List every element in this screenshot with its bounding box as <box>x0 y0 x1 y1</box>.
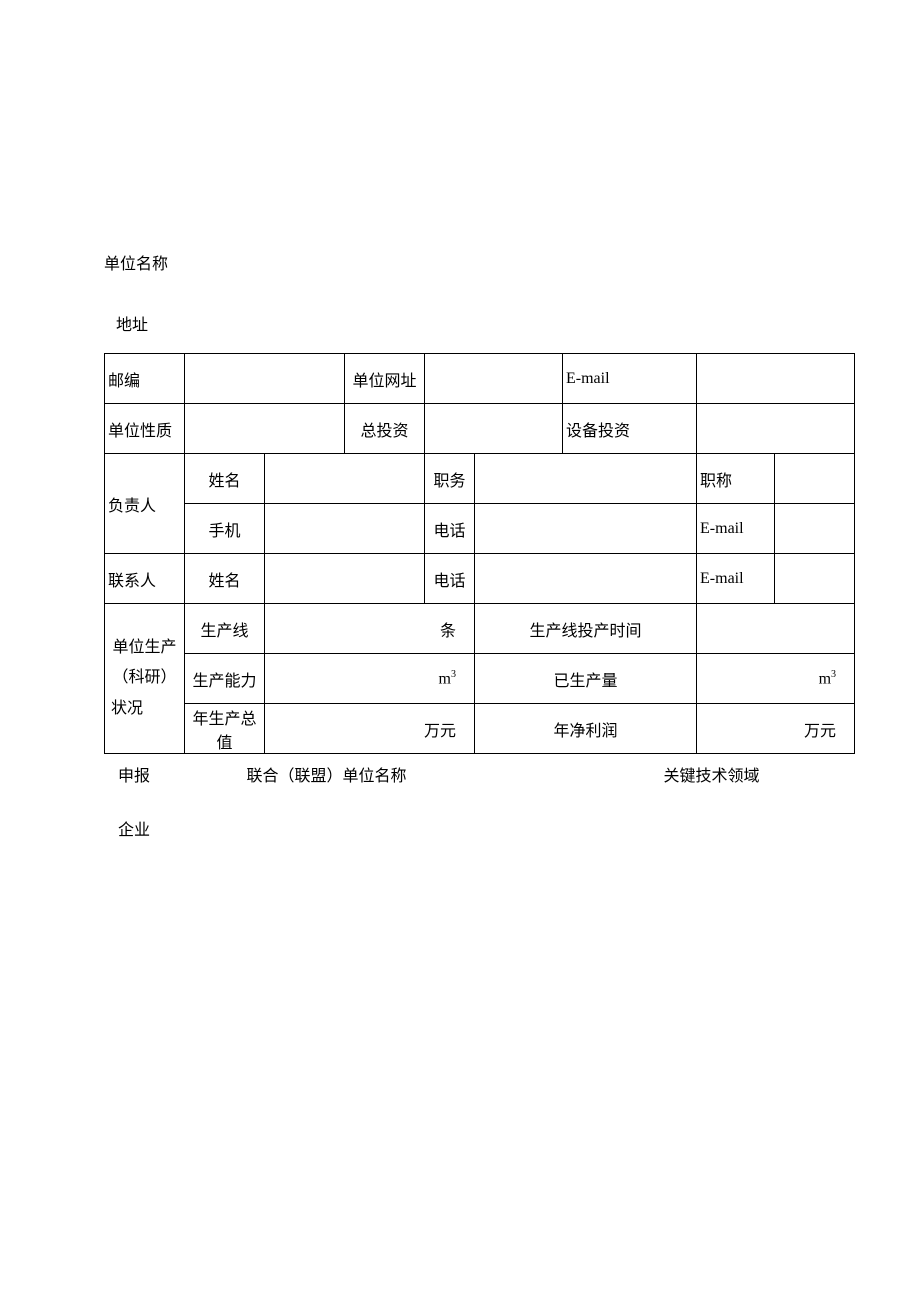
table-row: 联系人 姓名 电话 E-mail <box>105 554 855 604</box>
rp-phone-value <box>475 504 697 554</box>
unit-nature-value <box>185 404 345 454</box>
line-start-time-value <box>697 604 855 654</box>
rp-email-label: E-mail <box>697 504 775 554</box>
total-investment-label: 总投资 <box>345 404 425 454</box>
production-status-label: 单位生产 （科研） 状况 <box>105 604 185 754</box>
decl-l2: 企业 <box>118 816 184 840</box>
contact-person-label: 联系人 <box>105 554 185 604</box>
annual-net-profit-label: 年净利润 <box>475 704 697 754</box>
pre-labels-section: 单位名称 地址 <box>104 250 860 335</box>
capacity-unit: m3 <box>265 654 475 704</box>
union-unit-name-label: 联合（联盟）单位名称 <box>184 762 529 870</box>
rp-mobile-value <box>265 504 425 554</box>
rp-title-label: 职称 <box>697 454 775 504</box>
capacity-label: 生产能力 <box>185 654 265 704</box>
rp-email-value <box>775 504 855 554</box>
address-label: 地址 <box>116 311 860 335</box>
table-row: 单位性质 总投资 设备投资 <box>105 404 855 454</box>
declaration-label: 申报 企业 <box>104 762 184 870</box>
rp-position-value <box>475 454 697 504</box>
decl-l1: 申报 <box>118 762 184 786</box>
rp-mobile-label: 手机 <box>185 504 265 554</box>
cp-email-label: E-mail <box>697 554 775 604</box>
total-investment-value <box>425 404 563 454</box>
prod-label-l1: 单位生产 <box>112 639 176 656</box>
cp-name-value <box>265 554 425 604</box>
cp-phone-value <box>475 554 697 604</box>
document-page: 单位名称 地址 邮编 单位网址 E-mail 单位性质 总投资 <box>0 0 920 870</box>
key-tech-field-label: 关键技术领域 <box>529 762 854 870</box>
table-row: 生产能力 m3 已生产量 m3 <box>105 654 855 704</box>
annual-net-profit-unit: 万元 <box>697 704 855 754</box>
rp-phone-label: 电话 <box>425 504 475 554</box>
post-row-section: 申报 企业 联合（联盟）单位名称 关键技术领域 <box>104 762 854 870</box>
postal-code-value <box>185 354 345 404</box>
prod-label-l2: （科研） <box>112 669 176 686</box>
email-label: E-mail <box>563 354 697 404</box>
rp-name-value <box>265 454 425 504</box>
table-row: 负责人 姓名 职务 职称 <box>105 454 855 504</box>
rp-title-value <box>775 454 855 504</box>
line-start-time-label: 生产线投产时间 <box>475 604 697 654</box>
postal-code-label: 邮编 <box>105 354 185 404</box>
table-row: 手机 电话 E-mail <box>105 504 855 554</box>
email-value <box>697 354 855 404</box>
rp-position-label: 职务 <box>425 454 475 504</box>
table-row: 邮编 单位网址 E-mail <box>105 354 855 404</box>
equipment-investment-label: 设备投资 <box>563 404 697 454</box>
rp-name-label: 姓名 <box>185 454 265 504</box>
form-table: 邮编 单位网址 E-mail 单位性质 总投资 设备投资 负责人 姓名 职务 职… <box>104 353 855 754</box>
produced-amount-label: 已生产量 <box>475 654 697 704</box>
equipment-investment-value <box>697 404 855 454</box>
production-line-label: 生产线 <box>185 604 265 654</box>
prod-label-l3: 状况 <box>111 694 178 724</box>
unit-name-label: 单位名称 <box>104 250 860 274</box>
annual-output-label: 年生产总值 <box>185 704 265 754</box>
cp-name-label: 姓名 <box>185 554 265 604</box>
annual-output-unit: 万元 <box>265 704 475 754</box>
table-row: 单位生产 （科研） 状况 生产线 条 生产线投产时间 <box>105 604 855 654</box>
unit-nature-label: 单位性质 <box>105 404 185 454</box>
unit-website-value <box>425 354 563 404</box>
cp-phone-label: 电话 <box>425 554 475 604</box>
cp-email-value <box>775 554 855 604</box>
production-line-unit: 条 <box>265 604 475 654</box>
unit-website-label: 单位网址 <box>345 354 425 404</box>
table-row: 年生产总值 万元 年净利润 万元 <box>105 704 855 754</box>
responsible-person-label: 负责人 <box>105 454 185 554</box>
produced-amount-unit: m3 <box>697 654 855 704</box>
